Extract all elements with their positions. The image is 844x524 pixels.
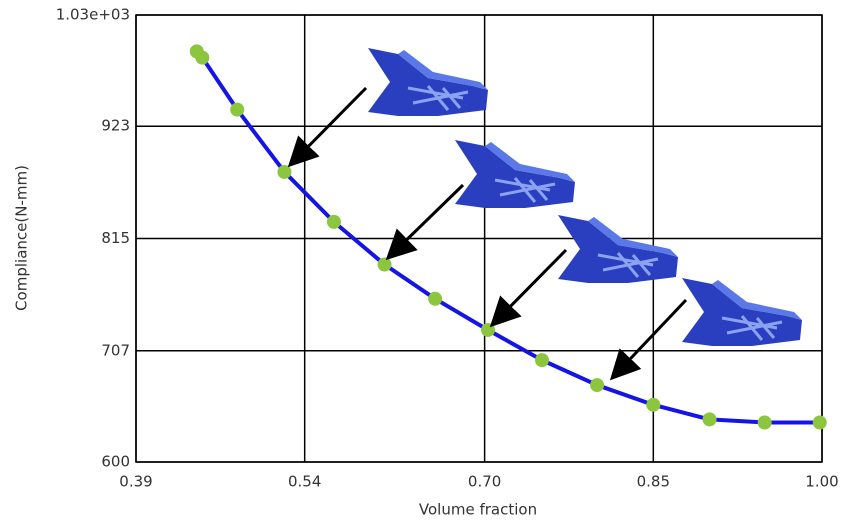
data-point: [481, 323, 495, 337]
data-point: [428, 292, 442, 306]
data-point: [646, 398, 660, 412]
data-point: [195, 51, 209, 65]
y-axis-title: Compliance(N-mm): [13, 165, 31, 311]
data-point: [758, 415, 772, 429]
x-tick-label: 1.00: [805, 473, 838, 491]
y-tick-label: 923: [101, 117, 130, 135]
data-point: [703, 412, 717, 426]
chart: Volume fraction Compliance(N-mm) 0.39 0.5…: [0, 0, 844, 524]
data-point: [535, 353, 549, 367]
x-tick-label: 0.39: [119, 473, 152, 491]
x-tick-label: 0.70: [468, 473, 501, 491]
data-point: [327, 215, 341, 229]
x-tick-label: 0.54: [288, 473, 321, 491]
x-axis-title: Volume fraction: [419, 501, 537, 519]
data-point: [378, 257, 392, 271]
data-point: [590, 378, 604, 392]
y-tick-label: 600: [101, 453, 130, 471]
y-tick-label: 707: [101, 341, 130, 359]
data-point: [813, 415, 827, 429]
y-tick-label: 815: [101, 229, 130, 247]
data-point: [230, 103, 244, 117]
y-tick-label: 1.03e+03: [56, 6, 130, 24]
x-tick-label: 0.85: [637, 473, 670, 491]
data-point: [277, 165, 291, 179]
